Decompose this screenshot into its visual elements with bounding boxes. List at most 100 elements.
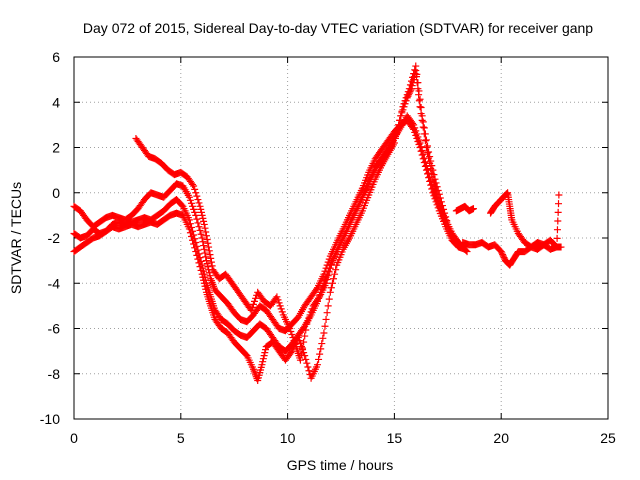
data-point — [202, 285, 210, 293]
data-point — [301, 332, 309, 340]
data-point — [201, 249, 209, 257]
data-point — [203, 260, 211, 268]
data-point — [305, 314, 313, 322]
data-point — [203, 236, 211, 244]
data-point — [323, 309, 331, 317]
chart-title: Day 072 of 2015, Sidereal Day-to-day VTE… — [83, 20, 593, 36]
data-point — [416, 139, 424, 147]
data-point — [190, 205, 198, 213]
data-point — [191, 244, 199, 252]
data-point — [418, 112, 426, 120]
data-point — [409, 119, 417, 127]
data-point — [410, 121, 418, 129]
data-point — [553, 234, 561, 242]
data-point — [202, 232, 210, 240]
data-point — [300, 338, 308, 346]
data-point — [275, 299, 283, 307]
data-point — [417, 143, 425, 151]
data-point — [202, 253, 210, 261]
data-point — [422, 136, 430, 144]
data-point — [186, 229, 194, 237]
data-point — [442, 213, 450, 221]
data-point — [401, 97, 409, 105]
data-point — [426, 153, 434, 161]
data-point — [198, 211, 206, 219]
y-tick-labels: -10 -8 -6 -4 -2 0 2 4 6 — [40, 49, 60, 427]
data-point — [189, 202, 197, 210]
y-tick-label: 2 — [52, 140, 60, 156]
series-6 — [452, 189, 563, 253]
data-point — [409, 73, 417, 81]
data-point — [440, 205, 448, 213]
data-point — [192, 189, 200, 197]
data-point — [191, 185, 199, 193]
data-point — [185, 225, 193, 233]
series-3 — [70, 67, 450, 385]
x-axis-label: GPS time / hours — [287, 457, 394, 473]
data-point — [404, 88, 412, 96]
data-point — [555, 191, 563, 199]
data-point — [314, 361, 322, 369]
data-point — [308, 305, 316, 313]
series-4 — [132, 62, 471, 364]
x-tick-label: 0 — [70, 430, 78, 446]
data-point — [197, 266, 205, 274]
data-point — [393, 130, 401, 138]
data-point — [421, 158, 429, 166]
data-point — [462, 246, 470, 254]
data-point — [277, 305, 285, 313]
data-point — [410, 70, 418, 78]
data-point — [429, 166, 437, 174]
data-point — [413, 130, 421, 138]
data-point — [201, 224, 209, 232]
data-point — [419, 118, 427, 126]
data-point — [553, 243, 561, 251]
data-point — [321, 322, 329, 330]
data-point — [438, 202, 446, 210]
x-tick-label: 20 — [493, 430, 509, 446]
data-point — [197, 205, 205, 213]
data-point — [327, 284, 335, 292]
data-point — [554, 208, 562, 216]
data-point — [421, 130, 429, 138]
data-point — [190, 240, 198, 248]
data-point — [331, 270, 339, 278]
data-point — [503, 190, 511, 198]
data-point — [199, 273, 207, 281]
data-point — [402, 94, 410, 102]
data-point — [249, 300, 257, 308]
data-point — [328, 279, 336, 287]
data-point — [324, 302, 332, 310]
data-point — [403, 91, 411, 99]
data-point — [330, 275, 338, 283]
y-axis-label: SDTVAR / TECUs — [8, 182, 24, 294]
data-point — [500, 254, 508, 262]
data-point — [424, 142, 432, 150]
data-point — [417, 104, 425, 112]
data-point — [315, 355, 323, 363]
x-tick-label: 5 — [177, 430, 185, 446]
data-point — [432, 179, 440, 187]
data-point — [399, 103, 407, 111]
data-point — [322, 315, 330, 323]
data-point — [193, 215, 201, 223]
data-point — [193, 251, 201, 259]
data-point — [322, 279, 330, 287]
data-point — [436, 194, 444, 202]
data-point — [206, 251, 214, 259]
data-point — [194, 219, 202, 227]
data-point — [415, 87, 423, 95]
data-point — [259, 355, 267, 363]
data-point — [326, 264, 334, 272]
data-points — [70, 62, 565, 385]
data-point — [315, 294, 323, 302]
data-point — [425, 169, 433, 177]
data-point — [319, 334, 327, 342]
data-point — [205, 247, 213, 255]
data-point — [202, 257, 210, 265]
data-point — [187, 199, 195, 207]
data-point — [286, 325, 294, 332]
data-point — [299, 344, 307, 352]
data-point — [185, 193, 193, 201]
data-point — [553, 226, 561, 234]
